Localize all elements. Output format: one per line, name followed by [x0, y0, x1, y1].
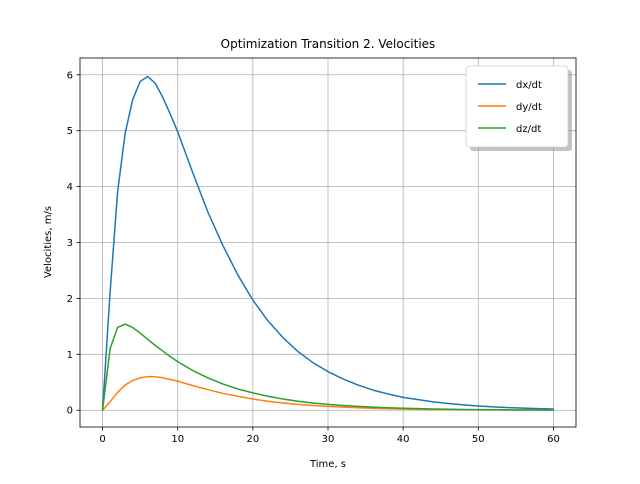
x-tick-label: 0: [99, 434, 105, 445]
legend-label: dz/dt: [516, 124, 541, 135]
x-tick-label: 10: [171, 434, 184, 445]
y-tick-label: 5: [67, 126, 73, 137]
x-tick-label: 30: [322, 434, 335, 445]
series-line-0: [101, 75, 555, 411]
x-tick-label: 20: [246, 434, 259, 445]
grid-lines: [80, 58, 576, 427]
x-tick-label: 50: [472, 434, 485, 445]
legend-box: [465, 65, 569, 148]
legend: dx/dt dy/dt dz/dt: [465, 65, 572, 151]
series-lines: [101, 75, 555, 411]
legend-label: dy/dt: [516, 102, 542, 113]
legend-label: dx/dt: [516, 80, 542, 91]
y-tick-label: 2: [67, 294, 73, 305]
series-line-2: [101, 323, 555, 411]
x-tick-label: 60: [547, 434, 560, 445]
x-axis-ticks: 0 10 20 30 40 50 60: [99, 427, 560, 445]
y-tick-label: 0: [67, 406, 73, 417]
y-tick-label: 1: [67, 350, 73, 361]
y-axis-ticks: 0 1 2 3 4 5 6: [67, 70, 80, 417]
x-tick-label: 40: [397, 434, 410, 445]
y-tick-label: 3: [67, 238, 73, 249]
x-axis-label: Time, s: [309, 459, 346, 470]
chart-title: Optimization Transition 2. Velocities: [221, 37, 436, 51]
y-tick-label: 4: [67, 182, 73, 193]
y-axis-label: Velocities, m/s: [43, 206, 54, 278]
y-tick-label: 6: [67, 70, 73, 81]
